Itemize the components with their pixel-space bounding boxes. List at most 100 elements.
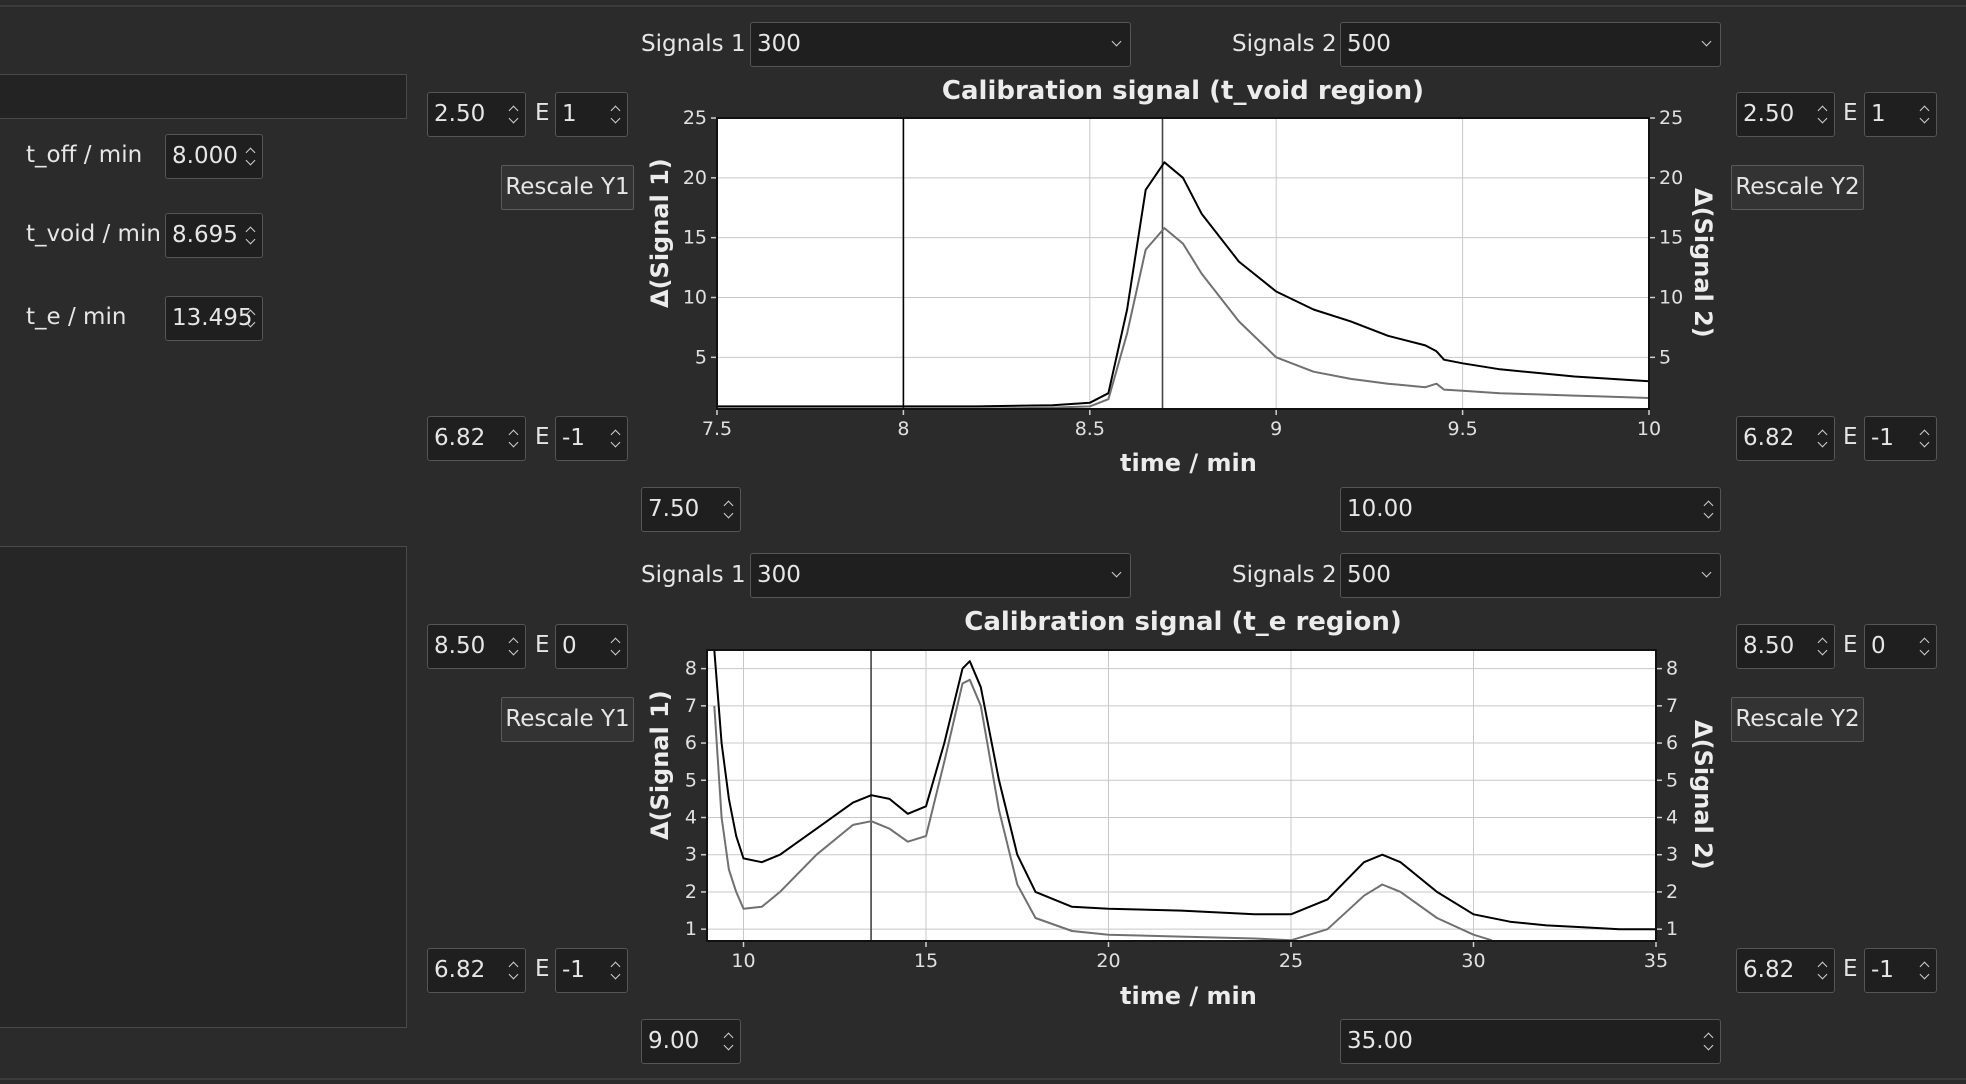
top-y2-max-exp-value: 1	[1871, 101, 1886, 127]
t-off-spinbox[interactable]: 8.000	[165, 134, 263, 179]
top-x-tick-label: 9	[1270, 418, 1282, 440]
bottom-y2-min-mantissa[interactable]: 6.82	[1736, 948, 1835, 993]
bottom-x-max-spinbox[interactable]: 35.00	[1340, 1019, 1721, 1064]
bottom-y2-max-mantissa[interactable]: 8.50	[1736, 624, 1835, 669]
bottom-y-tick-label: 7	[685, 695, 697, 717]
bottom-plot-area[interactable]	[707, 650, 1656, 941]
top-y2-tick-label: 10	[1659, 286, 1683, 308]
t-void-spinbox[interactable]: 8.695	[165, 213, 263, 258]
bottom-y2-min-exp-value: -1	[1871, 957, 1894, 983]
bottom-y1-min-exp-value: -1	[562, 957, 585, 983]
top-y2-min-e-label: E	[1843, 424, 1858, 450]
bottom-y2-max-exp-value: 0	[1871, 633, 1886, 659]
top-y1-min-mantissa[interactable]: 6.82	[427, 416, 526, 461]
top-signals2-value: 500	[1347, 31, 1391, 57]
t-off-label: t_off / min	[26, 142, 143, 168]
top-chart-xlabel: time / min	[1120, 449, 1257, 477]
bottom-y1-min-mantissa[interactable]: 6.82	[427, 948, 526, 993]
top-signals1-combo[interactable]: 300	[750, 22, 1131, 67]
top-y-tick-label: 5	[695, 346, 707, 368]
top-plot-frame	[716, 117, 1650, 410]
bottom-y-tick-label: 4	[685, 806, 697, 828]
top-x-tick-label: 10	[1637, 418, 1661, 440]
bottom-series-2-line	[713, 678, 1493, 942]
bottom-y1-max-exp[interactable]: 0	[555, 624, 628, 669]
bottom-x-max-value: 35.00	[1347, 1028, 1413, 1054]
top-y2-min-mantissa[interactable]: 6.82	[1736, 416, 1835, 461]
t-e-spinbox[interactable]: 13.495	[165, 296, 263, 341]
bottom-y2-max-exp[interactable]: 0	[1864, 624, 1937, 669]
bottom-y-tick-label: 5	[685, 769, 697, 791]
top-signals2-combo[interactable]: 500	[1340, 22, 1721, 67]
bottom-x-min-spinbox[interactable]: 9.00	[641, 1019, 741, 1064]
bottom-y-tick-label: 3	[685, 844, 697, 866]
bottom-signals1-label: Signals 1	[641, 562, 746, 588]
bottom-y2-min-exp[interactable]: -1	[1864, 948, 1937, 993]
bottom-y2-tick-label: 6	[1666, 732, 1678, 754]
bottom-divider	[0, 1078, 1966, 1080]
bottom-y2-tick-label: 7	[1666, 695, 1678, 717]
bottom-y1-max-mantissa[interactable]: 8.50	[427, 624, 526, 669]
bottom-y2-tick-label: 1	[1666, 918, 1678, 940]
top-y1-max-mantissa-value: 2.50	[434, 101, 486, 127]
bottom-signals1-combo[interactable]: 300	[750, 553, 1131, 598]
bottom-x-tick-label: 30	[1461, 950, 1485, 972]
top-y2-min-exp-value: -1	[1871, 425, 1894, 451]
bottom-y2-tick-label: 2	[1666, 881, 1678, 903]
bottom-y2-max-e-label: E	[1843, 632, 1858, 658]
t-off-value: 8.000	[172, 143, 238, 169]
top-y1-max-exp[interactable]: 1	[555, 92, 628, 137]
top-y1-min-e-label: E	[535, 424, 550, 450]
bottom-y2-tick-label: 8	[1666, 658, 1678, 680]
top-plot-area[interactable]	[717, 118, 1649, 409]
top-y2-max-mantissa[interactable]: 2.50	[1736, 92, 1835, 137]
top-x-max-value: 10.00	[1347, 496, 1413, 522]
top-y2-min-mantissa-value: 6.82	[1743, 425, 1795, 451]
bottom-y2-tick-label: 3	[1666, 844, 1678, 866]
top-y2-max-mantissa-value: 2.50	[1743, 101, 1795, 127]
top-y2-tick-label: 25	[1659, 107, 1683, 129]
top-rescale-y2-button[interactable]: Rescale Y2	[1731, 165, 1864, 210]
left-panel-list-area[interactable]	[0, 546, 407, 1028]
bottom-y1-min-exp[interactable]: -1	[555, 948, 628, 993]
bottom-signals2-combo[interactable]: 500	[1340, 553, 1721, 598]
top-x-min-spinbox[interactable]: 7.50	[641, 487, 741, 532]
bottom-x-min-value: 9.00	[648, 1028, 700, 1054]
top-y-tick-label: 25	[683, 107, 707, 129]
bottom-y1-max-mantissa-value: 8.50	[434, 633, 486, 659]
top-y1-min-exp-value: -1	[562, 425, 585, 451]
top-rescale-y1-button[interactable]: Rescale Y1	[501, 165, 634, 210]
top-y-tick-label: 20	[683, 167, 707, 189]
bottom-chart-title: Calibration signal (t_e region)	[964, 607, 1402, 637]
top-x-tick-label: 8.5	[1075, 418, 1105, 440]
bottom-y-tick-label: 8	[685, 658, 697, 680]
bottom-y1-min-mantissa-value: 6.82	[434, 957, 486, 983]
t-void-label: t_void / min	[26, 221, 161, 247]
bottom-rescale-y2-button[interactable]: Rescale Y2	[1731, 697, 1864, 742]
bottom-x-tick-label: 15	[914, 950, 938, 972]
top-y1-max-mantissa[interactable]: 2.50	[427, 92, 526, 137]
top-series-1-line	[717, 161, 1650, 408]
bottom-y1-max-exp-value: 0	[562, 633, 577, 659]
top-signals2-label: Signals 2	[1232, 31, 1337, 57]
top-y2-tick-label: 15	[1659, 227, 1683, 249]
bottom-rescale-y1-button[interactable]: Rescale Y1	[501, 697, 634, 742]
top-y1-min-exp[interactable]: -1	[555, 416, 628, 461]
top-y2-max-exp[interactable]: 1	[1864, 92, 1937, 137]
t-void-value: 8.695	[172, 222, 238, 248]
bottom-y2-max-mantissa-value: 8.50	[1743, 633, 1795, 659]
top-signals1-label: Signals 1	[641, 31, 746, 57]
top-x-max-spinbox[interactable]: 10.00	[1340, 487, 1721, 532]
top-x-tick-label: 9.5	[1447, 418, 1477, 440]
bottom-y-tick-label: 1	[685, 918, 697, 940]
top-chart-title: Calibration signal (t_void region)	[941, 76, 1425, 106]
top-x-tick-label: 8	[897, 418, 909, 440]
top-y2-tick-label: 5	[1659, 346, 1671, 368]
top-y2-tick-label: 20	[1659, 167, 1683, 189]
bottom-signals2-value: 500	[1347, 562, 1391, 588]
left-panel-text-field[interactable]	[0, 74, 407, 119]
bottom-y-tick-label: 6	[685, 732, 697, 754]
top-y2-min-exp[interactable]: -1	[1864, 416, 1937, 461]
